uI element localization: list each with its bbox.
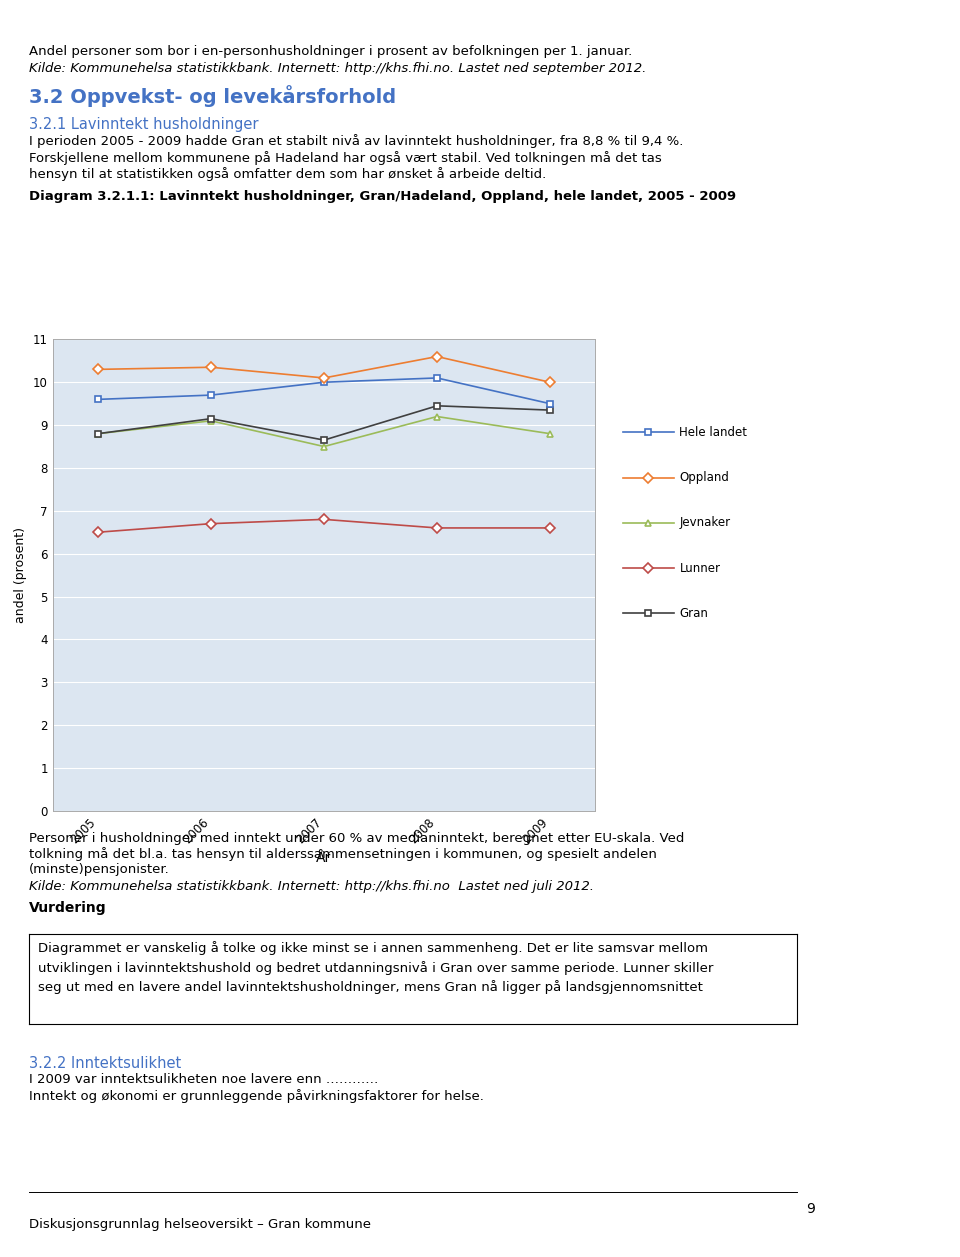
Oppland <box>92 362 104 377</box>
Text: Vurdering: Vurdering <box>29 901 107 915</box>
Text: Diagrammet er vanskelig å tolke og ikke minst se i annen sammenheng. Det er lite: Diagrammet er vanskelig å tolke og ikke … <box>38 941 713 994</box>
X-axis label: År: År <box>317 851 331 865</box>
Text: 3.2.2 Inntektsulikhet: 3.2.2 Inntektsulikhet <box>29 1056 181 1071</box>
Line: Hele landet: Hele landet <box>94 375 554 407</box>
Text: Gran: Gran <box>680 607 708 620</box>
Hele landet <box>431 371 443 386</box>
Jevnaker <box>92 426 104 441</box>
Gran <box>92 426 104 441</box>
Text: Oppland: Oppland <box>680 471 730 484</box>
Lunner <box>92 524 104 539</box>
Hele landet <box>92 392 104 407</box>
Text: Personer i husholdninger med inntekt under 60 % av medianinntekt, beregnet etter: Personer i husholdninger med inntekt und… <box>29 832 684 876</box>
Line: Lunner: Lunner <box>94 515 554 535</box>
Lunner <box>431 520 443 535</box>
Text: 3.2.1 Lavinntekt husholdninger: 3.2.1 Lavinntekt husholdninger <box>29 117 258 132</box>
Jevnaker <box>431 409 443 424</box>
Jevnaker <box>205 414 217 429</box>
Hele landet <box>544 396 556 411</box>
Oppland <box>319 371 330 386</box>
Text: Jevnaker: Jevnaker <box>680 517 731 529</box>
Text: Kilde: Kommunehelsa statistikkbank. Internett: http://khs.fhi.no. Lastet ned sep: Kilde: Kommunehelsa statistikkbank. Inte… <box>29 62 646 74</box>
Hele landet <box>205 387 217 402</box>
Text: Kilde: Kommunehelsa statistikkbank. Internett: http://khs.fhi.no  Lastet ned jul: Kilde: Kommunehelsa statistikkbank. Inte… <box>29 880 594 892</box>
Gran <box>431 398 443 414</box>
Lunner <box>319 512 330 527</box>
Gran <box>544 402 556 417</box>
Line: Gran: Gran <box>94 402 554 444</box>
Text: I 2009 var inntektsulikheten noe lavere enn …………
Inntekt og økonomi er grunnlegg: I 2009 var inntektsulikheten noe lavere … <box>29 1073 484 1102</box>
Jevnaker <box>319 439 330 454</box>
Text: 9: 9 <box>806 1202 815 1216</box>
Text: Diskusjonsgrunnlag helseoversikt – Gran kommune: Diskusjonsgrunnlag helseoversikt – Gran … <box>29 1218 371 1231</box>
Text: Hele landet: Hele landet <box>680 426 748 439</box>
Oppland <box>205 360 217 375</box>
Lunner <box>544 520 556 535</box>
Line: Oppland: Oppland <box>94 353 554 386</box>
Text: Diagram 3.2.1.1: Lavinntekt husholdninger, Gran/Hadeland, Oppland, hele landet, : Diagram 3.2.1.1: Lavinntekt husholdninge… <box>29 190 736 202</box>
Gran <box>319 432 330 447</box>
Text: Andel personer som bor i en-personhusholdninger i prosent av befolkningen per 1.: Andel personer som bor i en-personhushol… <box>29 45 632 58</box>
Oppland <box>431 349 443 365</box>
Hele landet <box>319 375 330 390</box>
Oppland <box>544 375 556 390</box>
Line: Jevnaker: Jevnaker <box>94 414 554 450</box>
Jevnaker <box>544 426 556 441</box>
Y-axis label: andel (prosent): andel (prosent) <box>14 527 28 623</box>
Text: Lunner: Lunner <box>680 562 720 574</box>
Text: 3.2 Oppvekst- og levekårsforhold: 3.2 Oppvekst- og levekårsforhold <box>29 85 396 107</box>
Lunner <box>205 517 217 532</box>
Text: I perioden 2005 - 2009 hadde Gran et stabilt nivå av lavinntekt husholdninger, f: I perioden 2005 - 2009 hadde Gran et sta… <box>29 134 684 181</box>
Gran <box>205 411 217 426</box>
